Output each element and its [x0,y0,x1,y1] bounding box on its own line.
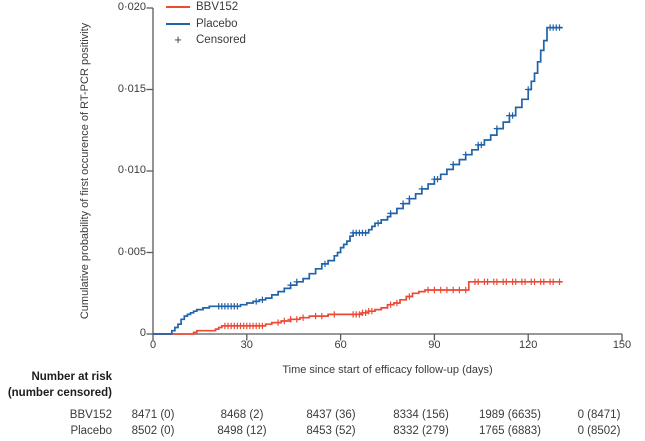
bbv152-line-swatch [166,6,190,9]
y-tick-label: 0·005 [117,245,146,258]
curve-placebo [153,26,563,335]
risk-value: 1989 (6635) [478,409,542,421]
x-tick-label: 60 [334,339,347,351]
risk-value: 8498 (12) [217,425,267,437]
risk-value: 1765 (6883) [478,425,542,437]
y-axis-title: Cumulative probability of first occurenc… [79,22,91,320]
risk-value: 8437 (36) [306,409,356,421]
x-tick-label: 150 [612,339,632,351]
risk-value: 8334 (156) [393,409,449,421]
censor-marks-bbv152 [221,278,563,330]
risk-row-label-placebo: Placebo [70,425,112,437]
legend-item-placebo: Placebo [166,16,246,33]
risk-value: 8453 (52) [306,425,356,437]
risk-value: 8332 (279) [393,425,449,437]
risk-value: 0 (8502) [577,425,621,437]
y-tick-label: 0·020 [117,1,146,13]
legend-label-censored: Censored [196,34,246,47]
censor-marks-placebo [215,24,563,310]
risk-value: 0 (8471) [577,409,621,421]
risk-table-header-line2: (number censored) [7,387,112,399]
legend: BBV152 Placebo + Censored [166,0,246,49]
curve-bbv152 [153,280,563,335]
legend-label-bbv152: BBV152 [196,1,239,14]
y-tick-label: 0 [139,327,146,339]
axes [152,8,622,335]
x-tick-label: 0 [149,339,157,351]
x-axis-title: Time since start of efficacy follow-up (… [282,364,493,376]
risk-table-header-line1: Number at risk [31,371,112,383]
risk-value: 8502 (0) [131,425,175,437]
x-tick-label: 30 [240,339,253,351]
placebo-line-swatch [166,22,190,25]
legend-item-bbv152: BBV152 [166,0,246,16]
legend-item-censored: + Censored [166,32,246,49]
risk-value: 8471 (0) [131,409,175,421]
x-tick-label: 120 [519,339,538,351]
y-tick-label: 0·015 [117,82,146,95]
legend-label-placebo: Placebo [196,17,238,30]
risk-value: 8468 (2) [220,409,264,421]
risk-row-label-bbv152: BBV152 [69,409,112,421]
x-tick-label: 90 [428,339,441,351]
censored-plus-icon: + [174,32,182,48]
y-tick-label: 0·010 [117,164,146,176]
